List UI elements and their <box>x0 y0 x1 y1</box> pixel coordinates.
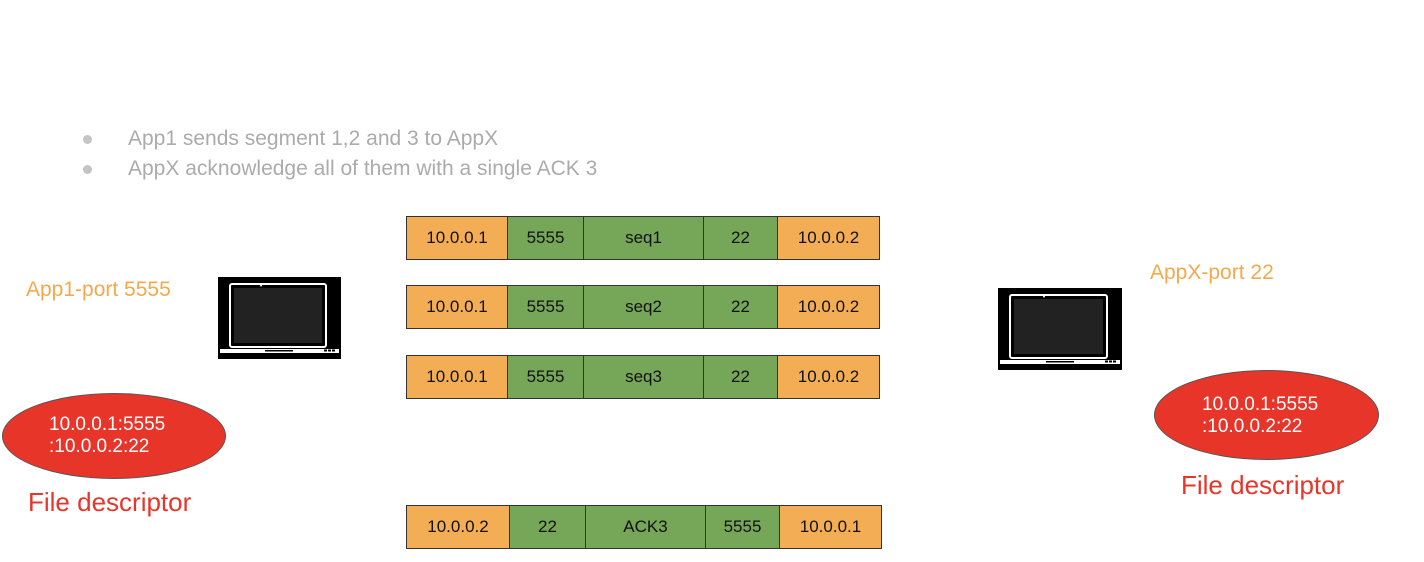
bullet-text: AppX acknowledge all of them with a sing… <box>128 157 598 180</box>
packet-src-ip: 10.0.0.1 <box>407 356 508 398</box>
packet-payload: seq3 <box>584 356 704 398</box>
bullet-dot <box>83 134 92 144</box>
bullet-list: App1 sends segment 1,2 and 3 to AppX App… <box>80 124 597 184</box>
appx-file-descriptor-ellipse: 10.0.0.1:5555 :10.0.0.2:22 <box>1154 370 1379 460</box>
packet-dst-ip: 10.0.0.2 <box>778 356 879 398</box>
packet-dst-ip: 10.0.0.2 <box>778 217 879 259</box>
segment-packet-1: 10.0.0.1 5555 seq1 22 10.0.0.2 <box>406 216 880 260</box>
packet-payload: seq1 <box>584 217 704 259</box>
packet-dst-ip: 10.0.0.1 <box>780 506 881 548</box>
packet-dst-port: 22 <box>704 286 778 328</box>
packet-dst-ip: 10.0.0.2 <box>778 286 879 328</box>
app1-port-label: App1-port 5555 <box>26 278 171 301</box>
segment-packet-3: 10.0.0.1 5555 seq3 22 10.0.0.2 <box>406 355 880 399</box>
appx-fd-line2: :10.0.0.2:22 <box>1202 416 1303 437</box>
app1-fd-line1: 10.0.0.1:5555 <box>49 414 166 435</box>
packet-dst-port: 5555 <box>706 506 780 548</box>
appx-file-descriptor-label: File descriptor <box>1181 470 1345 500</box>
appx-port-label: AppX-port 22 <box>1150 261 1274 284</box>
packet-dst-port: 22 <box>704 217 778 259</box>
app1-fd-line2: :10.0.0.2:22 <box>49 436 150 457</box>
segment-packet-2: 10.0.0.1 5555 seq2 22 10.0.0.2 <box>406 285 880 329</box>
app1-file-descriptor-ellipse: 10.0.0.1:5555 :10.0.0.2:22 <box>2 393 226 479</box>
appx-laptop-icon <box>998 288 1122 370</box>
bullet-item: AppX acknowledge all of them with a sing… <box>80 154 597 184</box>
bullet-text: App1 sends segment 1,2 and 3 to AppX <box>128 127 499 150</box>
packet-src-port: 5555 <box>508 217 584 259</box>
packet-src-port: 22 <box>510 506 586 548</box>
app1-file-descriptor-label: File descriptor <box>28 487 192 517</box>
ack-packet: 10.0.0.2 22 ACK3 5555 10.0.0.1 <box>406 505 882 549</box>
app1-laptop-icon <box>218 277 341 359</box>
packet-payload: ACK3 <box>586 506 706 548</box>
packet-src-ip: 10.0.0.2 <box>407 506 510 548</box>
packet-src-port: 5555 <box>508 356 584 398</box>
packet-payload: seq2 <box>584 286 704 328</box>
packet-src-port: 5555 <box>508 286 584 328</box>
appx-fd-line1: 10.0.0.1:5555 <box>1202 394 1319 415</box>
bullet-item: App1 sends segment 1,2 and 3 to AppX <box>80 124 597 154</box>
packet-dst-port: 22 <box>704 356 778 398</box>
bullet-dot <box>83 164 92 174</box>
packet-src-ip: 10.0.0.1 <box>407 217 508 259</box>
packet-src-ip: 10.0.0.1 <box>407 286 508 328</box>
